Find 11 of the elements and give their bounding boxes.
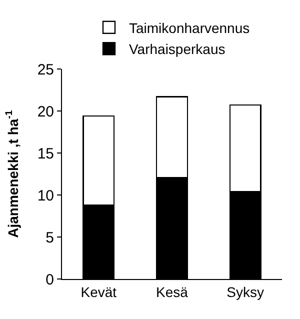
y-tick-label: 15 (37, 145, 54, 162)
y-tick-label: 0 (46, 271, 54, 288)
x-tick-label: Kesä (156, 284, 188, 300)
y-tick-label: 20 (37, 103, 54, 120)
y-tick-label: 10 (37, 187, 54, 204)
x-tick-label: Syksy (226, 284, 264, 300)
y-tick-label: 25 (37, 61, 54, 78)
legend-label: Varhaisperkaus (129, 41, 226, 58)
legend-label: Taimikonharvennus (129, 20, 250, 36)
y-tick-label: 5 (46, 229, 54, 246)
x-tick-label: Kevät (80, 284, 117, 300)
